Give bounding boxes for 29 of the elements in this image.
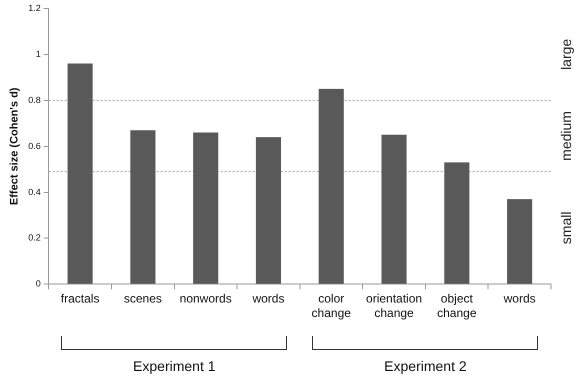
text: small <box>558 212 574 244</box>
x-tick-label: color change <box>312 292 352 320</box>
bar <box>256 137 282 284</box>
bar <box>444 162 470 284</box>
y-tick-label: 0.6 <box>28 140 41 151</box>
x-tick-label: nonwords <box>180 292 232 306</box>
text: large <box>558 38 574 70</box>
bar <box>381 134 407 284</box>
y-tick-label: 0 <box>36 278 41 289</box>
text: Experiment 2 <box>383 358 468 374</box>
x-tick-label: words <box>502 292 536 306</box>
x-tick-label: scenes <box>124 292 162 306</box>
text: Experiment 1 <box>132 358 217 374</box>
y-tick-label: 0.8 <box>28 94 41 105</box>
text: medium <box>558 111 574 161</box>
x-tick-label: fractals <box>60 292 100 306</box>
y-tick-label: 0.4 <box>28 186 41 197</box>
y-tick-label: 1.2 <box>28 2 41 13</box>
x-tick-label: orientation change <box>366 292 422 320</box>
bar <box>130 130 156 284</box>
y-axis-title: Effect size (Cohen's d) <box>8 87 21 206</box>
y-tick-label: 1 <box>36 48 41 59</box>
y-tick-label: 0.2 <box>28 232 41 243</box>
x-tick-label: words <box>251 292 284 306</box>
bar <box>318 88 344 284</box>
bar <box>193 132 218 284</box>
bar <box>507 199 532 284</box>
bar <box>68 64 93 284</box>
x-tick-label: object change <box>437 292 477 320</box>
